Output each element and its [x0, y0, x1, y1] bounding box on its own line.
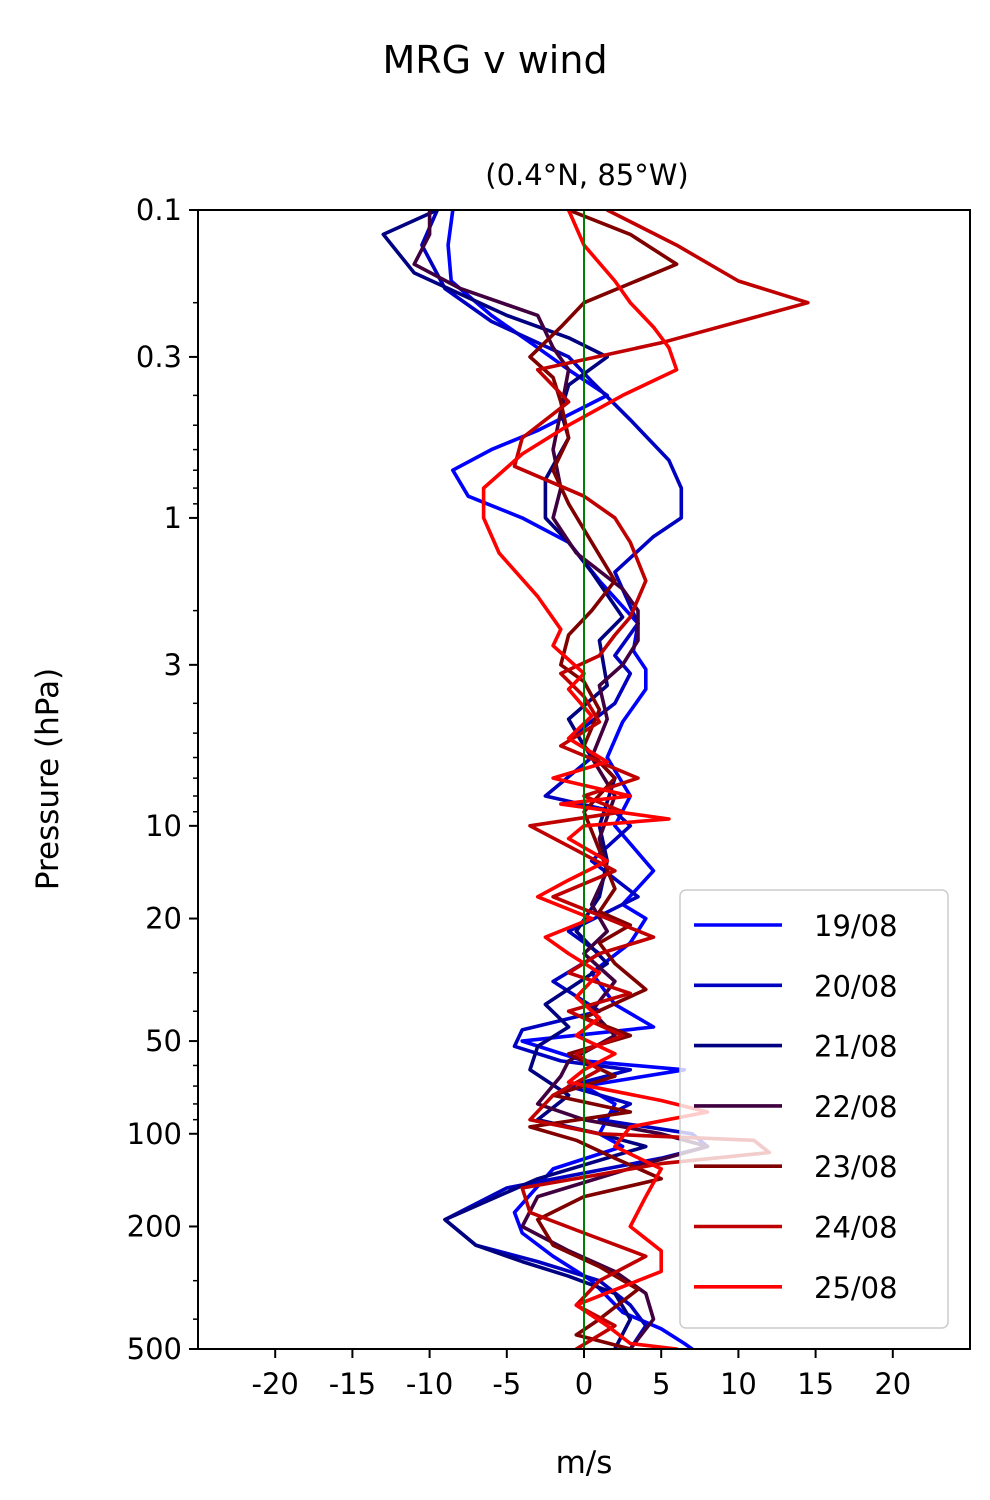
- series-line-25-08: [481, 210, 710, 1349]
- legend-label: 21/08: [814, 1030, 898, 1064]
- x-axis-label: m/s: [556, 1445, 613, 1481]
- y-tick-label: 100: [127, 1117, 182, 1151]
- page-title: MRG v wind: [382, 38, 607, 82]
- y-tick-label: 50: [145, 1024, 182, 1058]
- y-tick-label: 500: [127, 1332, 182, 1366]
- series-line-23-08: [528, 210, 679, 1349]
- y-axis: 0.1 0.3 1 3 10 20 50 100 200 500: [127, 193, 198, 1366]
- y-axis-label: Pressure (hPa): [30, 668, 66, 890]
- legend-label: 24/08: [814, 1211, 898, 1245]
- y-tick-label: 10: [145, 809, 182, 843]
- legend-label: 23/08: [814, 1150, 898, 1184]
- legend-box: [679, 889, 949, 1329]
- x-tick-label: 5: [652, 1367, 670, 1401]
- x-tick-label: -20: [252, 1367, 299, 1401]
- series-line-24-08: [512, 210, 810, 1349]
- x-tick-label: 10: [720, 1367, 757, 1401]
- x-tick-label: 20: [874, 1367, 911, 1401]
- x-tick-label: 0: [575, 1367, 593, 1401]
- y-tick-label: 0.1: [136, 193, 182, 227]
- legend-label: 20/08: [814, 969, 898, 1003]
- x-tick-label: -5: [492, 1367, 521, 1401]
- y-tick-label: 1: [164, 501, 182, 535]
- y-tick-label: 3: [164, 648, 182, 682]
- legend-label: 22/08: [814, 1090, 898, 1124]
- legend-label: 25/08: [814, 1271, 898, 1305]
- x-axis: -20 -15 -10 -5 0 5 10 15 20: [252, 1349, 911, 1401]
- legend-label: 19/08: [814, 909, 898, 943]
- x-tick-label: 15: [797, 1367, 834, 1401]
- chart-title: (0.4°N, 85°W): [485, 158, 688, 192]
- x-tick-label: -15: [329, 1367, 376, 1401]
- y-tick-label: 20: [145, 902, 182, 936]
- y-tick-label: 0.3: [136, 340, 182, 374]
- y-tick-label: 200: [127, 1209, 182, 1243]
- series-layer: [381, 210, 810, 1349]
- legend: 19/08 20/08 21/08 22/08 23/08 24/08 25/08: [679, 889, 949, 1329]
- x-tick-label: -10: [406, 1367, 453, 1401]
